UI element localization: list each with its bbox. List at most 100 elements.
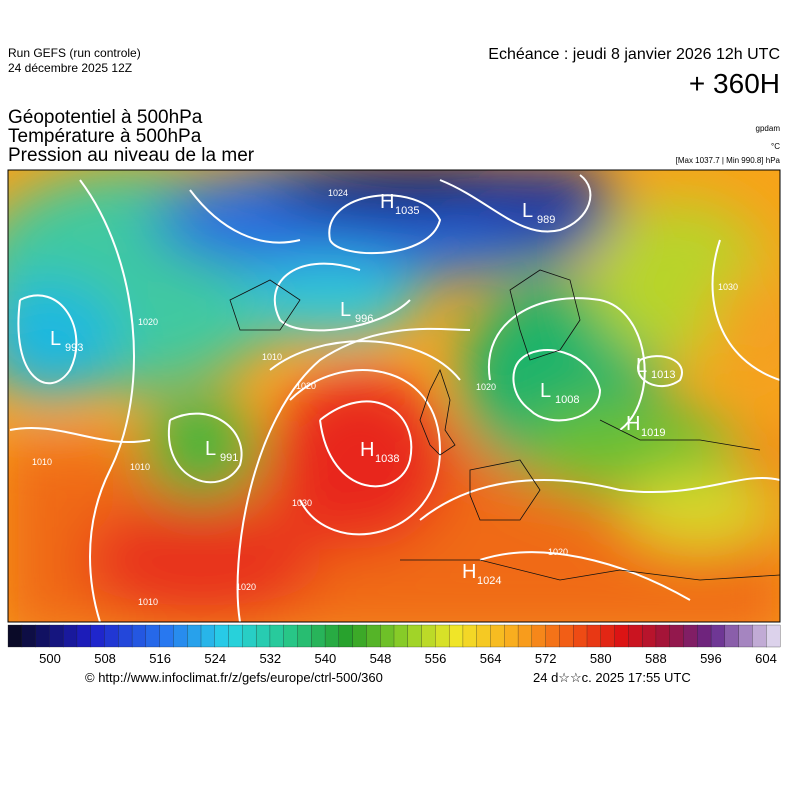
colorbar-swatch xyxy=(641,624,657,648)
system-value: 991 xyxy=(220,452,238,464)
colorbar-label: 564 xyxy=(480,651,502,666)
isobar-label: 1020 xyxy=(236,582,256,592)
colorbar-swatch xyxy=(242,624,257,648)
colorbar-swatch xyxy=(586,624,602,648)
colorbar-label: 580 xyxy=(590,651,612,666)
unit: gpdam xyxy=(755,124,780,133)
colorbar-label: 548 xyxy=(370,651,392,666)
colorbar-swatch xyxy=(187,624,202,648)
system-type: L xyxy=(205,438,216,460)
colorbar-swatch xyxy=(517,624,533,648)
colorbar-swatch xyxy=(504,624,519,648)
system-type: H xyxy=(462,561,476,583)
colorbar-swatch xyxy=(159,624,174,648)
lead-time: + 360H xyxy=(688,68,780,99)
isobar-label: 1024 xyxy=(328,188,348,198)
run-date: 24 décembre 2025 12Z xyxy=(8,61,133,75)
colorbar-swatch xyxy=(366,624,381,648)
system-value: 993 xyxy=(65,342,83,354)
system-value: 1024 xyxy=(477,575,501,587)
colorbar-swatch xyxy=(131,624,147,648)
colorbar-swatch xyxy=(21,624,37,648)
system-value: 1008 xyxy=(555,394,579,406)
colorbar-swatch xyxy=(49,624,64,648)
colorbar-swatch xyxy=(724,624,740,648)
colorbar-swatch xyxy=(380,624,395,648)
colorbar-swatch xyxy=(393,624,409,648)
isobar-label: 1010 xyxy=(138,597,158,607)
colorbar-swatch xyxy=(752,624,767,648)
colorbar-swatch xyxy=(421,624,436,648)
colorbar-label: 500 xyxy=(39,651,61,666)
colorbar-label: 532 xyxy=(259,651,281,666)
colorbar-swatch xyxy=(90,624,105,648)
valid-time: Echéance : jeudi 8 janvier 2026 12h UTC xyxy=(488,46,780,63)
colorbar-swatch xyxy=(352,624,367,648)
colorbar-swatch xyxy=(324,624,340,648)
system-type: L xyxy=(636,355,647,377)
isobar-label: 1020 xyxy=(138,317,158,327)
colorbar-swatch xyxy=(435,624,450,648)
colorbar-swatch xyxy=(462,624,478,648)
system-type: H xyxy=(360,439,374,461)
colorbar-swatch xyxy=(697,624,712,648)
isobar-label: 1020 xyxy=(548,547,568,557)
system-type: H xyxy=(626,413,640,435)
system-type: L xyxy=(540,380,551,402)
colorbar-swatch xyxy=(7,624,23,648)
system-type: L xyxy=(522,200,533,222)
colorbar-swatch xyxy=(683,624,698,648)
colorbar-label: 524 xyxy=(204,651,226,666)
system-type: L xyxy=(340,299,351,321)
system-type: L xyxy=(50,328,61,350)
colorbar-swatch xyxy=(118,624,133,648)
system-value: 1013 xyxy=(651,369,675,381)
colorbar-swatch xyxy=(200,624,216,648)
run-name: Run GEFS (run controle) xyxy=(8,46,141,60)
colorbar-swatch xyxy=(104,624,119,648)
colorbar-swatch xyxy=(448,624,464,648)
colorbar-label: 556 xyxy=(425,651,447,666)
colorbar-swatch xyxy=(710,624,726,648)
colorbar-swatch xyxy=(573,624,588,648)
isobar-label: 1020 xyxy=(296,381,316,391)
unit: [Max 1037.7 | Min 990.8] hPa xyxy=(675,156,780,165)
colorbar-swatch xyxy=(600,624,616,648)
colorbar-swatch xyxy=(531,624,547,648)
colorbar-swatch xyxy=(766,624,781,648)
colorbar-label: 516 xyxy=(149,651,171,666)
system-value: 1019 xyxy=(641,427,665,439)
colorbar-swatch xyxy=(614,624,629,648)
colorbar-swatch xyxy=(76,624,92,648)
colorbar-label: 596 xyxy=(700,651,722,666)
colorbar-label: 508 xyxy=(94,651,116,666)
colorbar-swatch xyxy=(338,624,354,648)
colorbar-swatch xyxy=(738,624,753,648)
unit: °C xyxy=(771,142,780,151)
colorbar-swatch xyxy=(297,624,312,648)
colorbar-swatch xyxy=(62,624,78,648)
colorbar-swatch xyxy=(311,624,326,648)
colorbar-swatch xyxy=(490,624,505,648)
system-value: 1035 xyxy=(395,205,419,217)
title: Géopotentiel à 500hPa xyxy=(8,107,203,128)
colorbar-swatch xyxy=(173,624,188,648)
system-value: 996 xyxy=(355,313,373,325)
source-url: © http://www.infoclimat.fr/z/gefs/europe… xyxy=(85,670,383,685)
colorbar-swatch xyxy=(545,624,560,648)
title: Température à 500hPa xyxy=(8,126,202,147)
colorbar-swatch xyxy=(669,624,684,648)
colorbar-swatch xyxy=(476,624,491,648)
title: Pression au niveau de la mer xyxy=(8,145,255,166)
isobar-label: 1020 xyxy=(476,382,496,392)
colorbar-swatch xyxy=(628,624,643,648)
colorbar-swatch xyxy=(269,624,285,648)
colorbar-label: 604 xyxy=(755,651,777,666)
isobar-label: 1010 xyxy=(262,352,282,362)
colorbar-swatch xyxy=(145,624,161,648)
colorbar-swatch xyxy=(255,624,271,648)
colorbar-swatch xyxy=(35,624,50,648)
